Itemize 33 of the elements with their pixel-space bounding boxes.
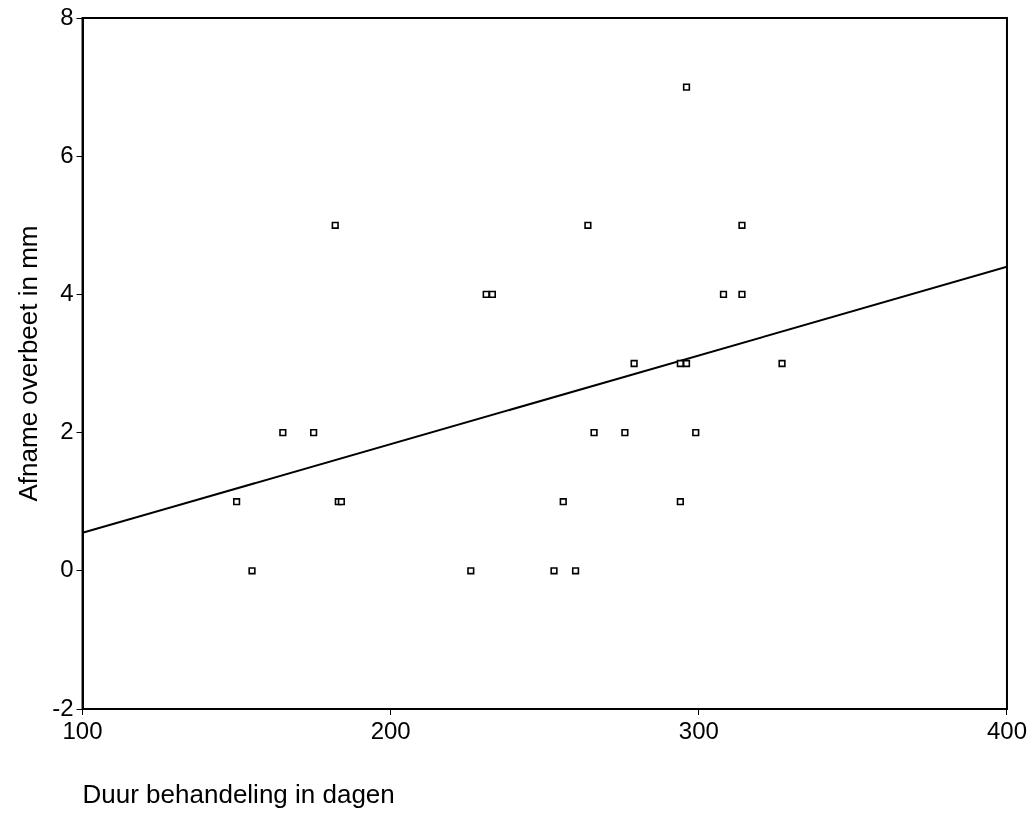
point (778, 359, 786, 368)
y-tick-label: 4 (60, 279, 74, 307)
point (337, 498, 346, 506)
y-axis-title: Afname overbeet in mm (12, 225, 43, 502)
point (571, 567, 580, 575)
point (676, 498, 684, 506)
point (248, 567, 256, 575)
point (279, 428, 287, 437)
point (550, 567, 558, 575)
x-tick-label: 400 (986, 717, 1027, 745)
point (559, 498, 567, 506)
point (488, 290, 496, 299)
point (621, 428, 629, 437)
y-tick-label: 0 (60, 555, 74, 583)
point (692, 428, 700, 437)
point (682, 359, 691, 368)
point (590, 428, 598, 437)
x-axis-title: Duur behandeling in dagen (82, 778, 395, 809)
point (738, 290, 746, 299)
y-tick-label: 8 (60, 2, 74, 30)
point (331, 221, 339, 229)
y-tick-label: 2 (60, 417, 74, 445)
point (584, 221, 592, 229)
x-tick-label: 300 (678, 717, 719, 745)
x-tick-label: 200 (370, 717, 411, 745)
point (630, 359, 638, 368)
point (719, 290, 728, 299)
point (682, 83, 691, 91)
y-tick-label: 6 (60, 140, 74, 168)
point (738, 221, 746, 229)
point (467, 567, 475, 575)
point (232, 498, 241, 506)
point (310, 428, 318, 437)
